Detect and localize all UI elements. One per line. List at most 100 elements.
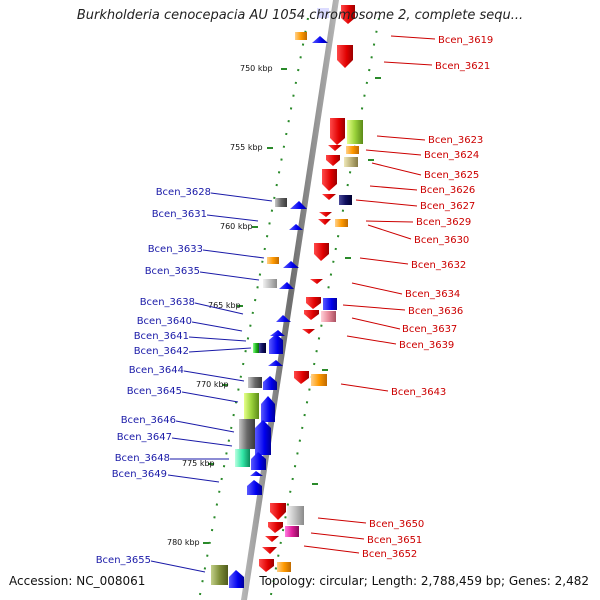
gene-feature[interactable] [326,155,340,166]
gene-feature[interactable] [229,570,244,588]
gene-label-bcen-3632[interactable]: Bcen_3632 [411,260,466,271]
gene-feature[interactable] [259,559,274,572]
gene-feature[interactable] [250,471,263,476]
gene-label-bcen-3619[interactable]: Bcen_3619 [438,35,493,46]
gene-feature[interactable] [341,5,355,24]
reverse-strand-genes [211,8,329,588]
gene-feature[interactable] [323,298,337,310]
gene-feature[interactable] [283,261,299,268]
gene-feature[interactable] [328,145,342,151]
gene-label-bcen-3630[interactable]: Bcen_3630 [414,235,469,246]
gene-feature[interactable] [270,503,286,520]
gene-feature[interactable] [287,506,304,525]
gene-feature[interactable] [321,311,336,322]
gene-label-bcen-3645[interactable]: Bcen_3645 [127,386,182,397]
gene-feature[interactable] [310,279,323,284]
gene-feature[interactable] [251,452,266,470]
gene-feature[interactable] [276,315,291,322]
tick-label-750: 750 kbp [240,64,273,73]
tick-label-775: 775 kbp [182,459,215,468]
gene-label-bcen-3651[interactable]: Bcen_3651 [367,535,422,546]
gene-label-bcen-3647[interactable]: Bcen_3647 [117,432,172,443]
gene-feature[interactable] [261,396,275,422]
gene-feature[interactable] [304,310,319,320]
gene-label-bcen-3643[interactable]: Bcen_3643 [391,387,446,398]
gene-label-bcen-3628[interactable]: Bcen_3628 [156,187,211,198]
gene-feature[interactable] [306,297,321,309]
gene-feature[interactable] [302,329,315,334]
gene-label-bcen-3652[interactable]: Bcen_3652 [362,549,417,560]
accession-label: Accession: NC_008061 [9,574,146,588]
tick-label-765: 765 kbp [208,301,241,310]
gene-feature[interactable] [263,279,277,288]
gene-feature[interactable] [279,282,294,289]
gene-feature[interactable] [347,120,363,144]
gene-label-bcen-3627[interactable]: Bcen_3627 [420,201,475,212]
gene-feature[interactable] [322,169,337,191]
gene-feature[interactable] [265,536,279,542]
gene-feature[interactable] [244,393,259,419]
gene-label-bcen-3639[interactable]: Bcen_3639 [399,340,454,351]
gene-feature[interactable] [312,36,328,43]
gene-label-bcen-3648[interactable]: Bcen_3648 [115,453,170,464]
gene-feature[interactable] [311,374,327,386]
gene-feature[interactable] [239,419,255,449]
gene-feature[interactable] [235,449,250,467]
gene-feature[interactable] [269,334,283,354]
gene-feature[interactable] [317,8,329,18]
gene-feature[interactable] [267,257,279,264]
tick-marks [203,68,381,544]
left-gene-labels: Bcen_3628 Bcen_3631 Bcen_3633 Bcen_3635 … [96,187,211,566]
gene-feature[interactable] [268,360,283,366]
gene-feature[interactable] [259,343,266,353]
gene-label-bcen-3625[interactable]: Bcen_3625 [424,170,479,181]
gene-feature[interactable] [248,377,262,388]
gene-label-bcen-3621[interactable]: Bcen_3621 [435,61,490,72]
gene-label-bcen-3642[interactable]: Bcen_3642 [134,346,189,357]
gene-label-bcen-3624[interactable]: Bcen_3624 [424,150,479,161]
gene-label-bcen-3629[interactable]: Bcen_3629 [416,217,471,228]
gene-label-bcen-3641[interactable]: Bcen_3641 [134,331,189,342]
gene-label-bcen-3633[interactable]: Bcen_3633 [148,244,203,255]
gene-label-bcen-3631[interactable]: Bcen_3631 [152,209,207,220]
gene-feature[interactable] [253,343,259,353]
gene-label-bcen-3636[interactable]: Bcen_3636 [408,306,463,317]
gene-feature[interactable] [337,45,353,68]
gene-feature[interactable] [339,195,352,205]
gene-feature[interactable] [263,376,277,390]
gene-feature[interactable] [255,420,271,455]
gene-feature[interactable] [295,32,307,40]
gene-feature[interactable] [290,201,307,209]
gene-feature[interactable] [285,526,299,537]
gene-feature[interactable] [289,224,303,230]
gene-feature[interactable] [268,522,283,533]
gene-feature[interactable] [344,157,358,167]
gene-feature[interactable] [211,565,228,585]
gene-feature[interactable] [330,118,345,145]
gene-feature[interactable] [247,480,262,495]
gene-feature[interactable] [335,219,348,227]
gene-feature[interactable] [346,146,359,154]
gene-label-bcen-3644[interactable]: Bcen_3644 [129,365,184,376]
gene-feature[interactable] [322,194,336,200]
gene-feature[interactable] [262,547,277,554]
gene-label-bcen-3646[interactable]: Bcen_3646 [121,415,176,426]
gene-label-bcen-3650[interactable]: Bcen_3650 [369,519,424,530]
gene-feature[interactable] [294,371,309,384]
gene-feature[interactable] [314,243,329,261]
gene-feature[interactable] [319,212,332,217]
gene-label-bcen-3626[interactable]: Bcen_3626 [420,185,475,196]
gene-label-bcen-3635[interactable]: Bcen_3635 [145,266,200,277]
gene-label-bcen-3640[interactable]: Bcen_3640 [137,316,192,327]
gene-feature[interactable] [275,198,287,207]
gene-label-bcen-3638[interactable]: Bcen_3638 [140,297,195,308]
gene-feature[interactable] [277,562,291,572]
gene-label-bcen-3655[interactable]: Bcen_3655 [96,555,151,566]
gene-label-bcen-3649[interactable]: Bcen_3649 [112,469,167,480]
gene-label-bcen-3637[interactable]: Bcen_3637 [402,324,457,335]
gene-feature[interactable] [318,219,331,225]
gene-label-bcen-3634[interactable]: Bcen_3634 [405,289,460,300]
gene-label-bcen-3623[interactable]: Bcen_3623 [428,135,483,146]
gene-feature[interactable] [270,330,285,336]
